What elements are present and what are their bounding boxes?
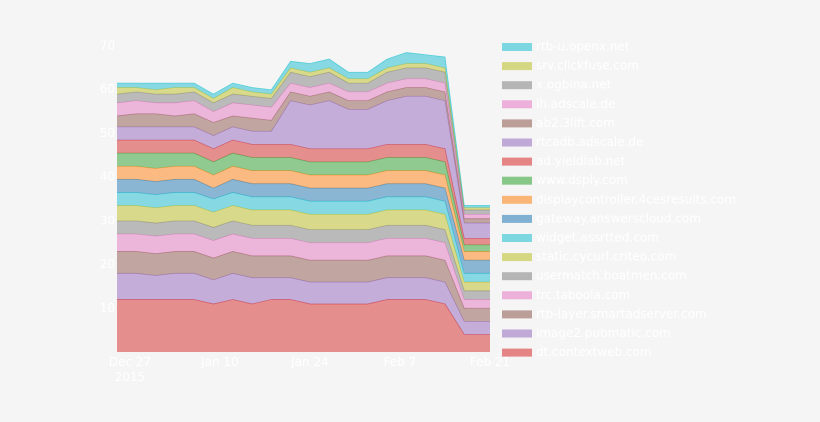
- x-tick-label: Dec 27 2015: [109, 355, 151, 384]
- legend-item: www.dsply.com: [502, 173, 628, 187]
- legend-label: displaycontroller.4cesresults.com: [536, 192, 736, 206]
- legend-label: srv.clickfuse.com: [536, 59, 639, 73]
- legend-swatch: [502, 138, 532, 147]
- legend-label: ab2.3lift.com: [536, 116, 615, 130]
- legend-label: rtb-u.openx.net: [536, 40, 630, 54]
- legend-swatch: [502, 310, 532, 319]
- legend-swatch: [502, 176, 532, 185]
- legend-swatch: [502, 81, 532, 90]
- y-tick-label: 30: [100, 213, 115, 227]
- legend-label: rtb-layer.smartadserver.com: [536, 307, 707, 321]
- legend-item: usermatch.boatmen.com: [502, 269, 687, 283]
- legend-label: trc.taboola.com: [536, 288, 630, 302]
- legend-label: dt.contextweb.com: [536, 345, 652, 359]
- legend-label: gateway.answerscloud.com: [536, 211, 701, 225]
- y-tick-label: 10: [100, 301, 115, 315]
- area-fill: [117, 166, 490, 261]
- legend-label: x.ogbina.net: [536, 78, 612, 92]
- legend-swatch: [502, 62, 532, 71]
- area-fill: [117, 179, 490, 274]
- legend-label: www.dsply.com: [536, 173, 628, 187]
- legend-item: ab2.3lift.com: [502, 116, 615, 130]
- legend-label: image2.pubmatic.com: [536, 326, 671, 340]
- y-tick-label: 70: [100, 39, 115, 53]
- area-fill: [117, 192, 490, 283]
- x-tick-label: Jan 10: [200, 355, 239, 369]
- x-tick-label: Jan 24: [290, 355, 329, 369]
- legend-item: srv.clickfuse.com: [502, 59, 639, 73]
- legend-item: image2.pubmatic.com: [502, 326, 671, 340]
- legend-item: rtcadb.adscale.de: [502, 135, 643, 149]
- legend-item: ad.yieldlab.net: [502, 154, 626, 168]
- y-tick-label: 40: [100, 170, 115, 184]
- legend-swatch: [502, 119, 532, 128]
- legend-swatch: [502, 100, 532, 109]
- legend-item: rtb-layer.smartadserver.com: [502, 307, 707, 321]
- legend-label: widget.assrtted.com: [536, 231, 659, 245]
- legend-swatch: [502, 214, 532, 223]
- area-fill: [117, 233, 490, 309]
- area-fill: [117, 96, 490, 239]
- legend-swatch: [502, 234, 532, 242]
- legend-item: displaycontroller.4cesresults.com: [502, 192, 736, 206]
- legend-label: ad.yieldlab.net: [536, 154, 626, 168]
- legend-swatch: [502, 272, 532, 281]
- area-fill: [117, 299, 490, 352]
- area-fill: [117, 139, 490, 245]
- y-tick-label: 60: [100, 82, 115, 96]
- y-tick-label: 50: [100, 126, 115, 140]
- legend-swatch: [502, 253, 532, 262]
- legend-swatch: [502, 157, 532, 166]
- legend-item: rtb-u.openx.net: [502, 40, 630, 54]
- area-fill: [117, 251, 490, 322]
- legend-item: trc.taboola.com: [502, 288, 630, 302]
- legend-label: usermatch.boatmen.com: [536, 269, 687, 283]
- legend-label: ih.adscale.de: [536, 97, 615, 111]
- legend-item: static.cycurl.criteo.com: [502, 250, 676, 264]
- legend-item: gateway.answerscloud.com: [502, 211, 701, 225]
- legend-label: rtcadb.adscale.de: [536, 135, 643, 149]
- area-fill: [117, 78, 490, 219]
- area-fill: [117, 63, 490, 210]
- legend-item: widget.assrtted.com: [502, 231, 659, 245]
- area-fill: [117, 205, 490, 291]
- legend-item: x.ogbina.net: [502, 78, 612, 92]
- area-edge: [117, 52, 490, 206]
- legend-swatch: [502, 195, 532, 204]
- legend-swatch: [502, 329, 532, 338]
- legend-item: dt.contextweb.com: [502, 345, 652, 359]
- legend-swatch: [502, 291, 532, 300]
- x-tick-label: Feb 21: [470, 355, 510, 369]
- x-tick-label: Feb 7: [384, 355, 417, 369]
- y-tick-label: 20: [100, 257, 115, 271]
- area-fill: [117, 153, 490, 252]
- legend-label: static.cycurl.criteo.com: [536, 250, 676, 264]
- legend-swatch: [502, 43, 532, 51]
- area-fill: [117, 67, 490, 215]
- area-fill: [117, 273, 490, 335]
- area-fill: [117, 220, 490, 300]
- legend-swatch: [502, 348, 532, 357]
- legend-item: ih.adscale.de: [502, 97, 615, 111]
